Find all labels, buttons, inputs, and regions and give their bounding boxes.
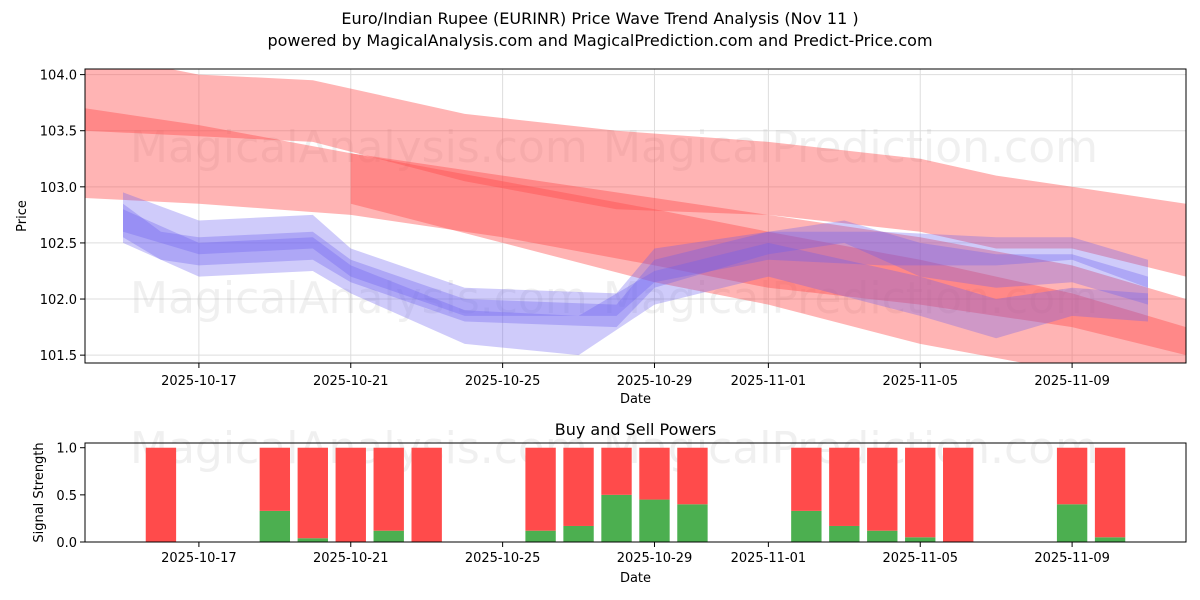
power-x-tick-label: 2025-11-09 (1034, 551, 1110, 566)
power-x-tick-label: 2025-10-25 (465, 551, 541, 566)
buy-bar (791, 510, 822, 542)
price-x-tick-label: 2025-11-01 (731, 374, 807, 389)
sell-bar (335, 447, 366, 542)
price-bands (85, 69, 1186, 363)
sell-bar (1056, 447, 1088, 505)
sell-bar (373, 447, 404, 531)
sell-bar (411, 447, 442, 542)
sell-bar (259, 447, 291, 511)
buy-bar (905, 537, 936, 542)
sell-bar (867, 447, 898, 531)
chart-title: Euro/Indian Rupee (EURINR) Price Wave Tr… (341, 9, 859, 28)
watermark-text: MagicalPrediction.com (603, 122, 1098, 173)
price-x-tick-label: 2025-10-29 (617, 374, 693, 389)
buy-bar (297, 538, 328, 542)
chart-subtitle: powered by MagicalAnalysis.com and Magic… (267, 31, 933, 50)
power-bars (145, 447, 1126, 542)
red-band-mid (85, 108, 1186, 356)
buy-bar (677, 504, 708, 542)
buy-bar (259, 510, 291, 542)
sell-bar (297, 447, 328, 539)
power-plot-frame (84, 442, 1187, 543)
buy-bar (1094, 537, 1126, 542)
power-x-tick-label: 2025-11-01 (731, 551, 807, 566)
buy-bar (525, 530, 556, 542)
price-y-tick-label: 103.5 (40, 125, 77, 140)
price-y-tick-label: 103.0 (40, 181, 77, 196)
red-band-upper (85, 69, 1186, 277)
red-band-lower (350, 153, 1186, 363)
price-x-tick-label: 2025-11-05 (882, 374, 958, 389)
blue-band-2 (123, 192, 1148, 316)
sell-bar (905, 447, 936, 538)
buy-bar (639, 499, 670, 542)
watermark-text: MagicalPrediction.com (603, 273, 1098, 324)
blue-band-1 (123, 203, 1148, 328)
sell-bar (1094, 447, 1126, 538)
power-chart-title: Buy and Sell Powers (555, 420, 717, 439)
price-y-axis-label: Price (15, 200, 30, 232)
price-x-tick-label: 2025-10-17 (161, 374, 237, 389)
power-x-tick-label: 2025-10-29 (617, 551, 693, 566)
price-plot-frame (84, 68, 1187, 364)
price-gridlines (85, 69, 1186, 363)
sell-bar (677, 447, 708, 505)
price-y-tick-label: 102.0 (40, 293, 77, 308)
buy-bar (1056, 504, 1088, 542)
price-x-tick-label: 2025-11-09 (1034, 374, 1110, 389)
sell-bar (145, 447, 177, 542)
power-y-axis-label: Signal Strength (32, 442, 47, 542)
price-x-tick-label: 2025-10-21 (313, 374, 389, 389)
price-y-tick-label: 101.5 (40, 349, 77, 364)
power-x-axis-label: Date (620, 571, 651, 586)
sell-bar (639, 447, 670, 500)
price-x-tick-label: 2025-10-25 (465, 374, 541, 389)
buy-bar (829, 525, 860, 542)
sell-bar (601, 447, 632, 495)
price-y-tick-label: 104.0 (40, 69, 77, 84)
price-x-axis-label: Date (620, 392, 651, 407)
power-y-tick-label: 0.0 (56, 536, 77, 551)
price-y-tick-label: 102.5 (40, 237, 77, 252)
buy-bar (563, 525, 594, 542)
sell-bar (943, 447, 974, 542)
sell-bar (791, 447, 822, 511)
sell-bar (829, 447, 860, 526)
buy-bar (601, 494, 632, 542)
power-y-tick-label: 1.0 (56, 442, 77, 457)
power-x-tick-label: 2025-10-17 (161, 551, 237, 566)
power-y-tick-label: 0.5 (56, 489, 77, 504)
sell-bar (563, 447, 594, 526)
power-x-tick-label: 2025-11-05 (882, 551, 958, 566)
power-x-tick-label: 2025-10-21 (313, 551, 389, 566)
watermark-text: MagicalAnalysis.com (130, 122, 588, 173)
chart-title-block: Euro/Indian Rupee (EURINR) Price Wave Tr… (0, 8, 1200, 52)
sell-bar (525, 447, 556, 531)
buy-bar (373, 530, 404, 542)
watermark-text: MagicalAnalysis.com (130, 273, 588, 324)
buy-bar (867, 530, 898, 542)
